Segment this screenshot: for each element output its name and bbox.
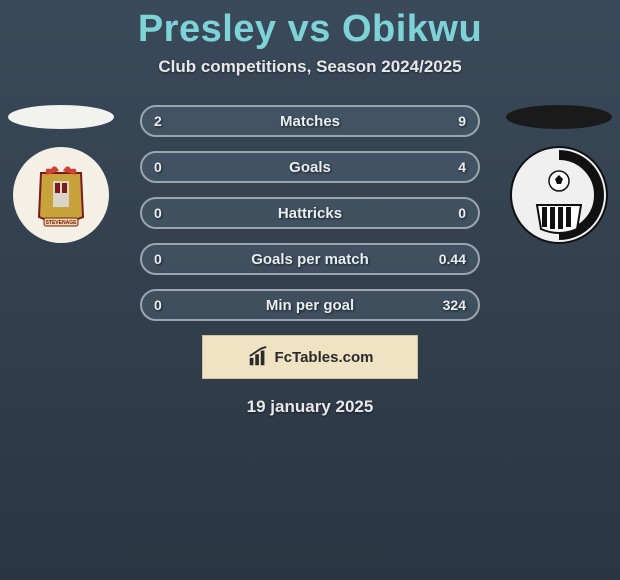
stat-right-value: 0 xyxy=(458,205,466,221)
stat-row-goals: 0 Goals 4 xyxy=(140,151,480,183)
stat-right-value: 324 xyxy=(443,297,466,313)
stat-left-value: 0 xyxy=(154,251,162,267)
stat-label: Goals per match xyxy=(251,251,369,268)
subtitle: Club competitions, Season 2024/2025 xyxy=(0,57,620,77)
stat-left-value: 0 xyxy=(154,205,162,221)
stat-right-value: 0.44 xyxy=(439,251,466,267)
stats-column: 2 Matches 9 0 Goals 4 0 Hattricks 0 0 Go… xyxy=(140,105,480,417)
team-left-column: STEVENAGE xyxy=(8,105,114,245)
stat-row-goals-per-match: 0 Goals per match 0.44 xyxy=(140,243,480,275)
brand-box[interactable]: FcTables.com xyxy=(202,335,418,379)
team-left-oval xyxy=(8,105,114,129)
stat-left-value: 2 xyxy=(154,113,162,129)
date-text: 19 january 2025 xyxy=(140,397,480,417)
stat-right-value: 4 xyxy=(458,159,466,175)
stat-right-value: 9 xyxy=(458,113,466,129)
stat-label: Min per goal xyxy=(266,297,354,314)
stat-label: Matches xyxy=(280,113,340,130)
svg-text:STEVENAGE: STEVENAGE xyxy=(46,220,78,226)
brand-text: FcTables.com xyxy=(275,349,374,366)
stat-row-min-per-goal: 0 Min per goal 324 xyxy=(140,289,480,321)
team-right-column xyxy=(506,105,612,245)
team-left-crest: STEVENAGE xyxy=(11,145,111,245)
chart-icon xyxy=(247,346,269,368)
team-right-crest xyxy=(509,145,609,245)
stat-row-matches: 2 Matches 9 xyxy=(140,105,480,137)
stat-left-value: 0 xyxy=(154,159,162,175)
stat-label: Goals xyxy=(289,159,331,176)
stat-left-value: 0 xyxy=(154,297,162,313)
comparison-panel: STEVENAGE 2 Matches 9 xyxy=(0,105,620,417)
stat-row-hattricks: 0 Hattricks 0 xyxy=(140,197,480,229)
page-title: Presley vs Obikwu xyxy=(0,0,620,51)
stat-label: Hattricks xyxy=(278,205,342,222)
team-right-oval xyxy=(506,105,612,129)
